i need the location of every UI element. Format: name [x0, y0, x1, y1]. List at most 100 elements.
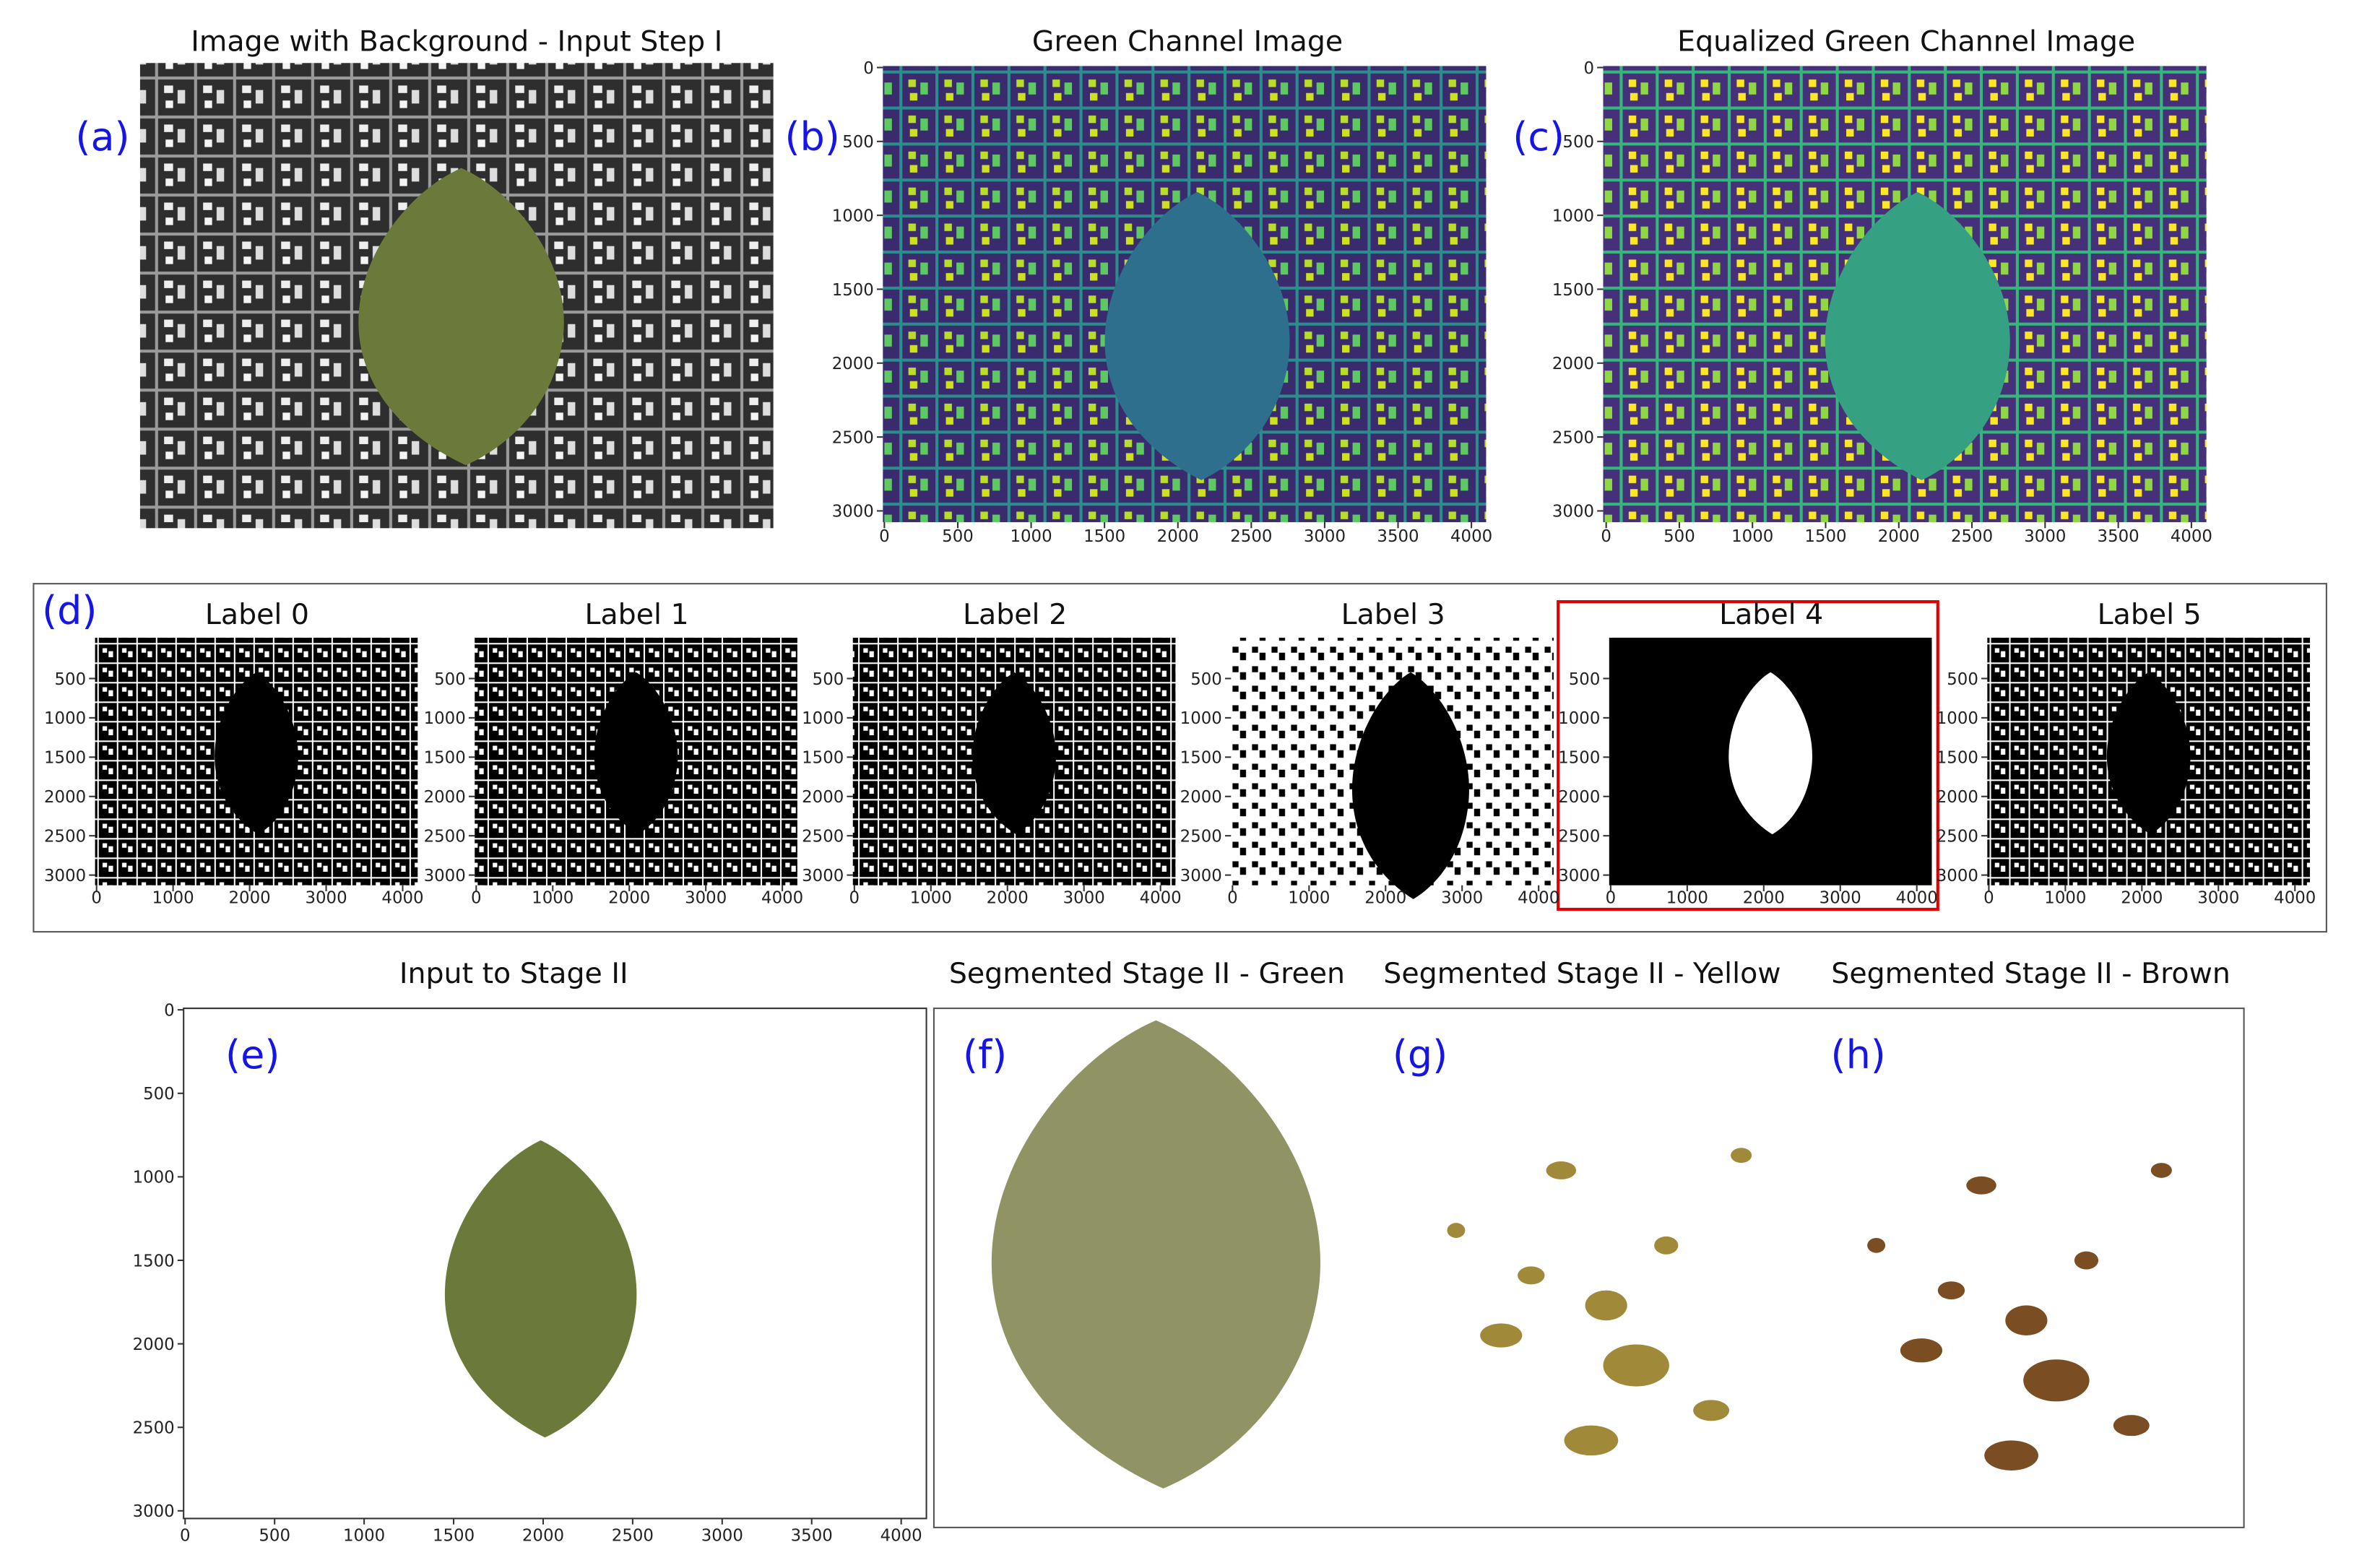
segment-spot [1447, 1223, 1466, 1238]
y-tick-label: 500 [1562, 133, 1594, 152]
y-tick-label: 3000 [44, 867, 86, 885]
y-tick-label: 2000 [424, 788, 466, 807]
x-tick-label: 1500 [1804, 527, 1846, 546]
segment-spot [1900, 1338, 1943, 1363]
x-tick-label: 4000 [381, 889, 423, 908]
x-tick-label: 500 [942, 527, 974, 546]
segment-spot [1731, 1148, 1752, 1164]
y-tick-label: 1000 [832, 207, 874, 225]
y-tick-label: 2500 [832, 428, 874, 447]
x-tick-label: 4000 [761, 889, 803, 908]
y-tick-label: 2500 [1937, 827, 1978, 846]
y-tick-label: 2000 [832, 355, 874, 373]
row-letter: (d) [42, 588, 97, 633]
x-tick-label: 1500 [433, 1527, 475, 1546]
panel-title: Label 5 [2098, 598, 2202, 631]
x-tick-label: 1000 [1666, 889, 1708, 908]
y-tick-label: 2000 [1180, 788, 1222, 807]
y-tick-label: 2000 [44, 788, 86, 807]
y-tick-label: 500 [143, 1085, 175, 1104]
segment-spot [2074, 1251, 2099, 1270]
y-tick-label: 1500 [832, 281, 874, 300]
x-tick-label: 0 [471, 889, 482, 908]
x-tick-label: 3000 [2197, 889, 2239, 908]
x-tick-label: 2500 [1230, 527, 1272, 546]
x-tick-label: 1000 [2044, 889, 2086, 908]
x-tick-label: 2000 [987, 889, 1029, 908]
x-tick-label: 0 [180, 1527, 191, 1546]
x-tick-label: 2500 [612, 1527, 654, 1546]
y-tick-label: 0 [863, 59, 874, 78]
panel-title: Label 0 [205, 598, 309, 631]
x-tick-label: 2000 [229, 889, 271, 908]
segment-spot [1693, 1400, 1730, 1421]
y-tick-label: 1000 [133, 1169, 175, 1187]
y-tick-label: 500 [434, 670, 466, 689]
x-tick-label: 2000 [522, 1527, 564, 1546]
x-tick-label: 4000 [1140, 889, 1182, 908]
x-tick-label: 0 [1983, 889, 1994, 908]
x-tick-label: 2500 [1951, 527, 1993, 546]
y-tick-label: 2500 [133, 1419, 175, 1438]
y-tick-label: 2000 [802, 788, 844, 807]
y-tick-label: 0 [1584, 59, 1595, 78]
x-tick-label: 4000 [1518, 889, 1559, 908]
y-tick-label: 3000 [1180, 867, 1222, 885]
y-tick-label: 1000 [802, 709, 844, 728]
y-tick-label: 2500 [1180, 827, 1222, 846]
x-tick-label: 3000 [685, 889, 727, 908]
x-tick-label: 3000 [1819, 889, 1861, 908]
panel-letter: (h) [1831, 1032, 1886, 1078]
panel-letter: (f) [963, 1032, 1007, 1078]
segment-spot [2150, 1163, 2172, 1178]
segment-spot [1984, 1440, 2038, 1470]
x-tick-label: 2000 [1364, 889, 1406, 908]
x-tick-label: 1000 [532, 889, 574, 908]
y-tick-label: 1500 [133, 1252, 175, 1270]
panel-title: Segmented Stage II - Yellow [1383, 957, 1780, 990]
x-tick-label: 3000 [1441, 889, 1483, 908]
x-tick-label: 3000 [2024, 527, 2066, 546]
panel-title: Segmented Stage II - Green [949, 957, 1345, 990]
segment-spot [1937, 1281, 1965, 1300]
segment-spot [2005, 1305, 2048, 1335]
y-tick-label: 3000 [1937, 867, 1978, 885]
y-tick-label: 1000 [1937, 709, 1978, 728]
segment-spot [1603, 1344, 1669, 1387]
highlight-box [1557, 600, 1939, 911]
x-tick-label: 3500 [791, 1527, 833, 1546]
x-tick-label: 2000 [2121, 889, 2163, 908]
panel-title: Label 1 [585, 598, 689, 631]
y-tick-label: 1500 [1180, 749, 1222, 768]
x-tick-label: 3000 [1304, 527, 1346, 546]
y-tick-label: 500 [1947, 670, 1978, 689]
panel-title: Input to Stage II [399, 957, 628, 990]
leaf [991, 1020, 1320, 1489]
x-tick-label: 4000 [2171, 527, 2212, 546]
y-tick-label: 1500 [1552, 281, 1594, 300]
x-tick-label: 3000 [305, 889, 347, 908]
y-tick-label: 2500 [424, 827, 466, 846]
panel-title: Image with Background - Input Step I [191, 25, 722, 59]
segment-spot [1867, 1237, 1886, 1253]
x-tick-label: 1000 [343, 1527, 385, 1546]
y-tick-label: 2500 [802, 827, 844, 846]
y-tick-label: 2000 [1937, 788, 1978, 807]
y-tick-label: 0 [164, 1001, 175, 1020]
x-tick-label: 0 [849, 889, 860, 908]
panel-title: Label 4 [1719, 598, 1823, 631]
panel-letter: (b) [784, 114, 839, 160]
x-tick-label: 0 [91, 889, 102, 908]
x-tick-label: 2000 [1878, 527, 1920, 546]
y-tick-label: 3000 [802, 867, 844, 885]
y-tick-label: 2000 [1558, 788, 1600, 807]
x-tick-label: 1000 [1731, 527, 1773, 546]
x-tick-label: 0 [879, 527, 890, 546]
y-tick-label: 3000 [1558, 867, 1600, 885]
y-tick-label: 3000 [133, 1502, 175, 1521]
segment-spot [2113, 1415, 2150, 1437]
x-tick-label: 3000 [701, 1527, 743, 1546]
x-tick-label: 4000 [880, 1527, 922, 1546]
y-tick-label: 2000 [1552, 355, 1594, 373]
